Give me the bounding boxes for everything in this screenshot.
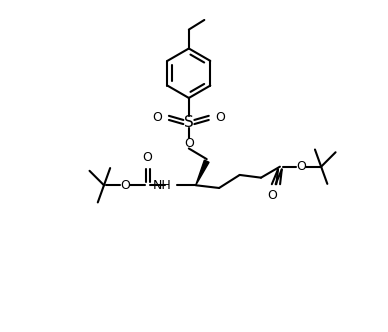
Text: O: O [267,189,277,202]
Text: O: O [296,160,306,173]
Text: O: O [143,151,152,164]
Text: O: O [184,137,194,150]
Text: S: S [184,115,194,129]
Text: O: O [152,112,162,124]
Text: O: O [120,179,130,192]
Text: O: O [215,112,225,124]
Polygon shape [196,160,209,185]
Text: NH: NH [153,179,171,192]
